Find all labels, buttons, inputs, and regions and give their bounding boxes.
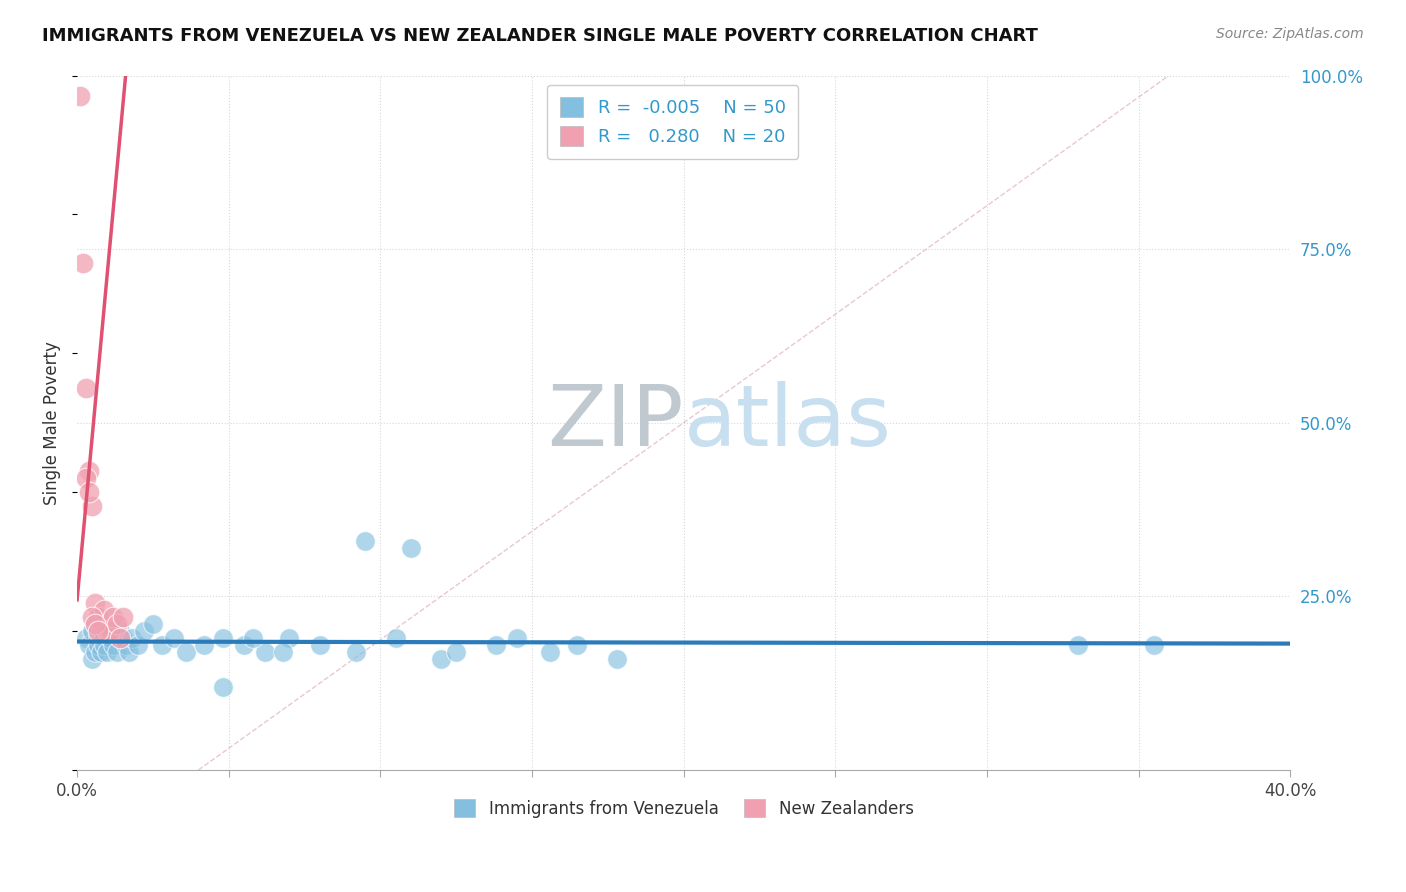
Point — [77, 464, 100, 478]
Point — [127, 638, 149, 652]
Point — [87, 631, 110, 645]
Text: atlas: atlas — [683, 381, 891, 464]
Point — [103, 638, 125, 652]
Point — [114, 638, 136, 652]
Point — [87, 610, 110, 624]
Point — [273, 645, 295, 659]
Point — [93, 603, 115, 617]
Point — [150, 638, 173, 652]
Point — [77, 485, 100, 500]
Point — [84, 645, 107, 659]
Text: ZIP: ZIP — [547, 381, 683, 464]
Point — [75, 471, 97, 485]
Point — [354, 533, 377, 548]
Point — [77, 638, 100, 652]
Point — [1143, 638, 1166, 652]
Point — [105, 617, 128, 632]
Point — [69, 89, 91, 103]
Point — [344, 645, 367, 659]
Point — [193, 638, 215, 652]
Point — [174, 645, 197, 659]
Point — [90, 624, 112, 639]
Point — [87, 638, 110, 652]
Point — [117, 645, 139, 659]
Point — [254, 645, 277, 659]
Point — [87, 624, 110, 639]
Point — [384, 631, 406, 645]
Point — [96, 645, 118, 659]
Point — [105, 645, 128, 659]
Point — [103, 610, 125, 624]
Point — [606, 652, 628, 666]
Point — [132, 624, 155, 639]
Legend: Immigrants from Venezuela, New Zealanders: Immigrants from Venezuela, New Zealander… — [447, 792, 921, 824]
Point — [93, 631, 115, 645]
Point — [82, 624, 104, 639]
Point — [142, 617, 165, 632]
Point — [108, 631, 131, 645]
Text: Source: ZipAtlas.com: Source: ZipAtlas.com — [1216, 27, 1364, 41]
Point — [232, 638, 254, 652]
Point — [84, 596, 107, 610]
Point — [567, 638, 589, 652]
Point — [111, 631, 134, 645]
Point — [211, 631, 233, 645]
Point — [96, 624, 118, 639]
Point — [506, 631, 529, 645]
Point — [538, 645, 561, 659]
Point — [90, 645, 112, 659]
Point — [72, 256, 94, 270]
Point — [96, 624, 118, 639]
Text: IMMIGRANTS FROM VENEZUELA VS NEW ZEALANDER SINGLE MALE POVERTY CORRELATION CHART: IMMIGRANTS FROM VENEZUELA VS NEW ZEALAND… — [42, 27, 1038, 45]
Y-axis label: Single Male Poverty: Single Male Poverty — [44, 341, 60, 505]
Point — [111, 610, 134, 624]
Point — [430, 652, 453, 666]
Point — [163, 631, 186, 645]
Point — [84, 617, 107, 632]
Point — [93, 638, 115, 652]
Point — [444, 645, 467, 659]
Point — [399, 541, 422, 555]
Point — [82, 610, 104, 624]
Point — [75, 381, 97, 395]
Point — [242, 631, 264, 645]
Point — [100, 624, 122, 639]
Point — [121, 631, 143, 645]
Point — [1067, 638, 1090, 652]
Point — [84, 617, 107, 632]
Point — [308, 638, 330, 652]
Point — [75, 631, 97, 645]
Point — [90, 617, 112, 632]
Point — [82, 499, 104, 513]
Point — [100, 631, 122, 645]
Point — [484, 638, 506, 652]
Point — [278, 631, 301, 645]
Point — [82, 652, 104, 666]
Point — [211, 680, 233, 694]
Point — [108, 624, 131, 639]
